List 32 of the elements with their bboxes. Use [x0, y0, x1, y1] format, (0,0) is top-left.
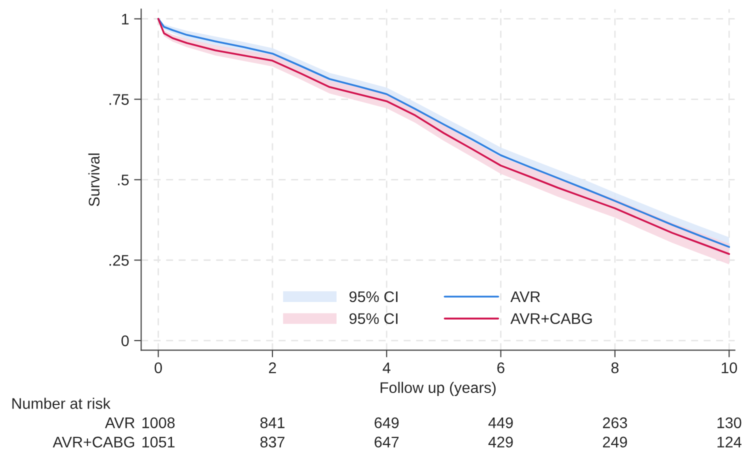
text: 1008 — [142, 417, 175, 428]
annotation: 95% CI — [349, 313, 398, 324]
text: 130 — [718, 417, 742, 428]
x-tick-label: 8 — [611, 362, 619, 374]
annotation: 95% CI — [349, 291, 398, 302]
text: 449 — [488, 417, 513, 428]
x-tick-label: 6 — [497, 362, 504, 374]
x-tick-label: 2 — [268, 362, 276, 374]
y-axis-title: Survival — [88, 154, 100, 206]
x-tick-label: 0 — [154, 362, 162, 374]
x-tick-label: 4 — [382, 362, 390, 374]
text: 429 — [488, 436, 513, 448]
y-tick-label: .5 — [118, 174, 129, 186]
text: 841 — [260, 417, 284, 428]
x-axis-title: Follow up (years) — [380, 382, 496, 396]
text: 249 — [602, 436, 627, 448]
text: Number at risk — [12, 398, 110, 409]
text: 837 — [260, 436, 284, 448]
x-tick-label: 10 — [722, 362, 738, 374]
text: 124 — [718, 436, 742, 448]
text: 263 — [602, 417, 628, 428]
y-tick-label: 0 — [121, 335, 129, 346]
y-tick-label: .75 — [110, 94, 129, 105]
text: AVR — [104, 418, 135, 428]
text: 647 — [374, 436, 399, 448]
text: 1051 — [142, 436, 175, 448]
y-tick-label: .25 — [110, 255, 129, 266]
legend-label: AVR+CABG — [510, 313, 592, 324]
y-tick-label: 1 — [122, 14, 129, 24]
legend-label: AVR — [510, 291, 540, 302]
text: 649 — [374, 417, 399, 428]
text: AVR+CABG — [52, 436, 134, 448]
